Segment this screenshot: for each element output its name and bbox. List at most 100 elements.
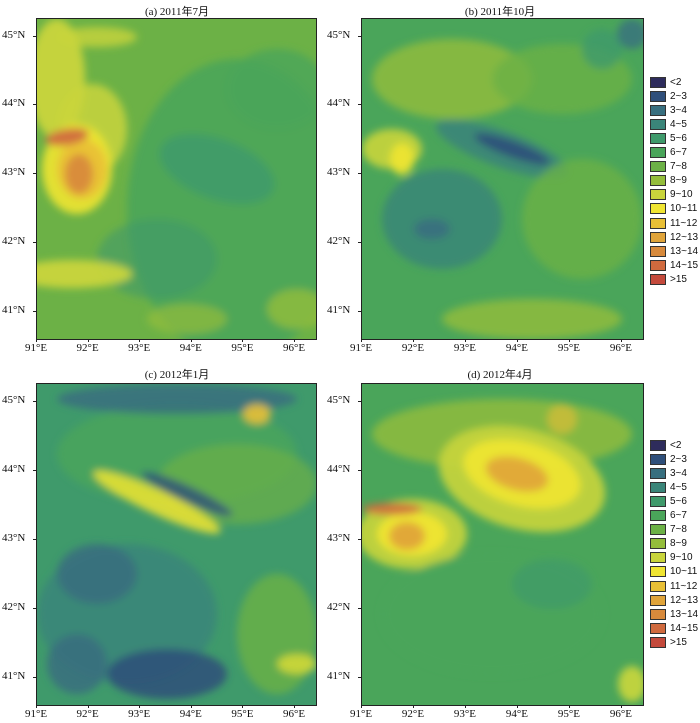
color-field-blob xyxy=(57,544,137,604)
legend-label: >15 xyxy=(670,273,687,285)
legend-swatch xyxy=(650,273,666,285)
legend-swatch xyxy=(650,510,666,521)
lon-tick-label: 91°E xyxy=(349,342,373,354)
color-field-blob xyxy=(37,260,132,288)
lat-tick-label: 43°N xyxy=(327,166,351,179)
legend-label: 11~12 xyxy=(670,580,698,592)
legend-swatch xyxy=(650,481,666,493)
lon-tick-mark xyxy=(294,705,296,708)
lat-tick-mark xyxy=(358,469,361,471)
legend-label: 14~15 xyxy=(670,622,699,634)
legend-swatch xyxy=(650,538,666,550)
lat-tick-label: 42°N xyxy=(2,235,26,247)
legend-swatch xyxy=(650,245,666,257)
color-field-blob xyxy=(267,289,316,329)
color-field-blob xyxy=(372,39,532,119)
legend-item: 7~8 xyxy=(650,524,687,536)
lat-tick-mark xyxy=(358,310,361,312)
legend-swatch xyxy=(650,189,666,201)
panel-title: (a) 2011年7月 xyxy=(144,6,210,18)
lat-tick-label: 45°N xyxy=(327,393,351,406)
legend-swatch xyxy=(650,118,666,130)
lat-tick-label: 43°N xyxy=(327,531,351,544)
lat-tick-mark xyxy=(358,676,361,678)
lon-tick-label: 95°E xyxy=(231,342,254,354)
lat-tick-mark xyxy=(358,607,361,609)
legend-swatch xyxy=(650,203,666,215)
legend-swatch xyxy=(650,161,666,173)
legend-item: 11~12 xyxy=(650,580,697,592)
legend-swatch xyxy=(650,90,666,102)
legend-item: 4~5 xyxy=(650,118,687,130)
lon-tick-mark xyxy=(242,705,244,708)
color-field-blob xyxy=(618,666,643,702)
legend-item: 5~6 xyxy=(650,132,687,144)
lat-tick-label: 42°N xyxy=(2,600,26,613)
lon-tick-mark xyxy=(87,705,89,708)
legend-swatch xyxy=(650,580,666,592)
lat-tick-mark xyxy=(33,310,36,312)
color-field-blob xyxy=(45,128,89,146)
lon-tick-mark xyxy=(242,339,244,342)
lon-tick-label: 94°E xyxy=(179,342,202,354)
legend-label: <2 xyxy=(670,439,682,451)
lat-tick-mark xyxy=(33,35,36,37)
color-field-blob xyxy=(522,159,642,279)
legend-label: 6~7 xyxy=(670,510,687,521)
lon-tick-mark xyxy=(464,705,466,708)
map-area xyxy=(361,18,644,340)
legend-item: 10~11 xyxy=(650,566,697,578)
lat-tick-label: 45°N xyxy=(327,28,351,41)
legend-swatch xyxy=(650,495,666,507)
color-field-blob xyxy=(362,503,422,515)
legend-item: 3~4 xyxy=(650,104,687,116)
lon-tick-mark xyxy=(620,705,622,708)
legend-swatch xyxy=(650,217,666,229)
legend-label: 2~3 xyxy=(670,90,687,102)
lat-tick-label: 41°N xyxy=(327,303,351,316)
legend-swatch xyxy=(650,622,666,634)
legend-swatch xyxy=(650,231,666,243)
legend-swatch xyxy=(650,76,666,88)
lon-tick-label: 96°E xyxy=(283,708,306,720)
legend-label: 3~4 xyxy=(670,104,687,116)
legend-label: 4~5 xyxy=(670,481,687,493)
lon-tick-mark xyxy=(139,339,141,342)
legend-item: >15 xyxy=(650,273,687,285)
legend-label: 3~4 xyxy=(670,467,687,479)
lat-tick-label: 42°N xyxy=(327,600,351,613)
legend-item: 8~9 xyxy=(650,175,687,187)
lat-tick-mark xyxy=(358,173,361,175)
legend-label: 12~13 xyxy=(670,594,699,606)
lon-tick-label: 93°E xyxy=(453,342,477,354)
legend-label: 11~12 xyxy=(670,217,698,229)
color-field-blob xyxy=(57,27,137,47)
legend-item: 5~6 xyxy=(650,495,687,507)
legend-item: 9~10 xyxy=(650,552,693,564)
legend-swatch xyxy=(650,566,666,578)
legend-swatch xyxy=(650,608,666,620)
lat-tick-mark xyxy=(358,242,361,243)
color-field-blob xyxy=(147,304,227,334)
lon-tick-label: 91°E xyxy=(349,708,373,720)
legend-item: 2~3 xyxy=(650,453,687,465)
lon-tick-mark xyxy=(294,339,296,342)
legend-label: 14~15 xyxy=(670,259,699,271)
map-area xyxy=(361,383,644,706)
lat-tick-label: 44°N xyxy=(327,462,351,475)
lat-tick-label: 44°N xyxy=(327,97,351,110)
lon-tick-label: 91°E xyxy=(24,708,48,720)
panel-title: (c) 2012年1月 xyxy=(144,369,210,381)
lon-tick-mark xyxy=(412,339,414,342)
legend-item: 8~9 xyxy=(650,538,687,550)
legend-swatch xyxy=(650,467,666,479)
lat-tick-mark xyxy=(358,538,361,540)
legend-label: 8~9 xyxy=(670,538,687,550)
lat-tick-mark xyxy=(33,104,36,106)
lon-tick-label: 96°E xyxy=(283,342,306,354)
legend-item: 4~5 xyxy=(650,481,687,493)
lon-tick-label: 92°E xyxy=(76,342,99,354)
color-field-blob xyxy=(390,143,414,175)
color-field-blob xyxy=(57,384,297,414)
lon-tick-mark xyxy=(516,705,518,708)
